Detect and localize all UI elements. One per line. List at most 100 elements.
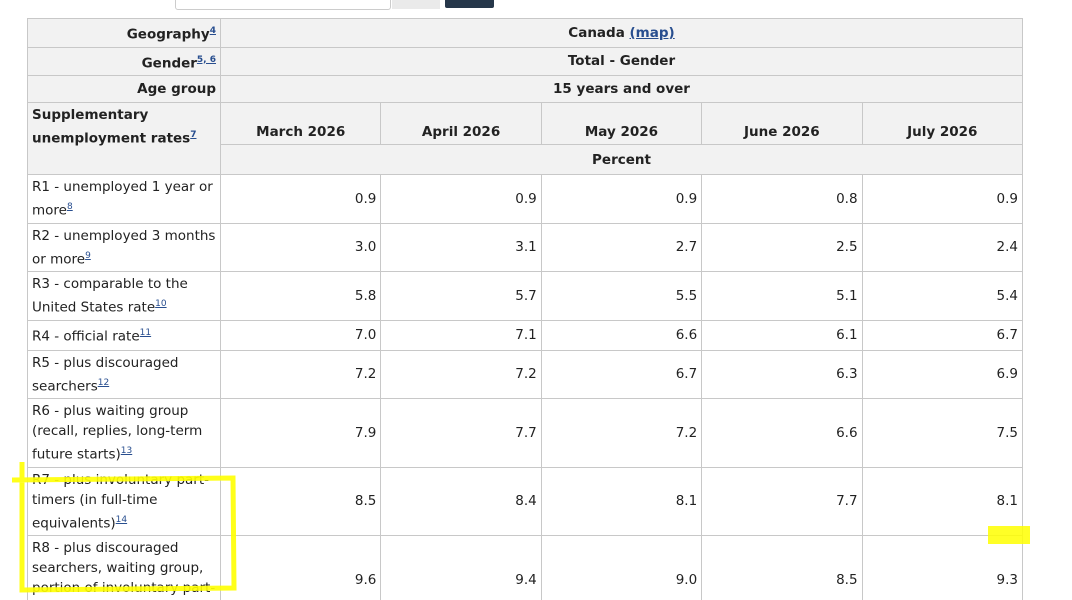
cell-value: 9.4 bbox=[380, 535, 542, 600]
footnote: 7 bbox=[190, 130, 196, 140]
cell-value: 7.9 bbox=[219, 398, 382, 468]
column-header: April 2026 bbox=[380, 102, 542, 145]
label: R5 - plus discouraged searchers bbox=[32, 354, 179, 395]
cell-value: 5.8 bbox=[219, 271, 382, 321]
submit-button[interactable] bbox=[445, 0, 494, 8]
cell-value: 8.5 bbox=[701, 535, 863, 600]
data-table: Geography4 Canada (map) Gender5, 6 Total - … bbox=[27, 18, 1024, 600]
cell-value: 3.0 bbox=[219, 222, 382, 272]
footnote-link[interactable]: 4 bbox=[209, 26, 216, 36]
data-row: R1 - unemployed 1 year or more8 0.9 0.9 0.9… bbox=[27, 174, 1024, 224]
data-row: R4 - official rate11 7.0 7.1 6.6 6.1 6.7 bbox=[27, 319, 1024, 351]
data-row: R3 - comparable to the United States rat… bbox=[27, 271, 1024, 321]
cell-value: 7.0 bbox=[219, 319, 382, 351]
dimension-row: Gender5, 6 Total - Gender bbox=[27, 46, 1023, 76]
data-row: R7 - plus involuntary part-timers (in fu… bbox=[27, 466, 1024, 536]
footnote: 9 bbox=[85, 251, 91, 261]
footnote: 13 bbox=[121, 446, 132, 456]
cell-value: 0.8 bbox=[701, 174, 863, 224]
data-row: R2 - unemployed 3 months or more9 3.0 3.1 2… bbox=[27, 222, 1024, 272]
footnote-link[interactable]: 13 bbox=[120, 446, 133, 456]
row-label: R2 - unemployed 3 months or more9 bbox=[27, 222, 221, 272]
row-label: R5 - plus discouraged searchers12 bbox=[27, 349, 221, 399]
label: R6 - plus waiting group (recall, replies… bbox=[32, 403, 203, 463]
cell-value: 8.1 bbox=[540, 466, 703, 536]
dimension-value: Canada (map) bbox=[220, 18, 1023, 48]
label: Geography bbox=[126, 26, 210, 43]
cell-value: 9.0 bbox=[540, 535, 703, 600]
dimension-label: Geography4 bbox=[27, 18, 221, 48]
cell-value: 6.3 bbox=[701, 349, 863, 399]
column-header: July 2026 bbox=[861, 102, 1024, 145]
cell-value: 5.5 bbox=[540, 271, 703, 321]
cell-value: 2.4 bbox=[861, 222, 1024, 272]
dimension-row: Geography4 Canada (map) bbox=[27, 18, 1023, 48]
row-label: R3 - comparable to the United States rat… bbox=[27, 271, 221, 321]
dimension-label: Gender5, 6 bbox=[27, 46, 221, 76]
cell-value: 0.9 bbox=[380, 174, 542, 224]
data-row: R6 - plus waiting group (recall, replies… bbox=[27, 398, 1024, 468]
cell-value: 2.5 bbox=[701, 222, 863, 272]
cell-value: 7.1 bbox=[380, 319, 542, 351]
map-link[interactable]: (map) bbox=[629, 24, 675, 41]
cell-value: 0.9 bbox=[861, 174, 1024, 224]
row-label: R8 - plus discouraged searchers, waiting… bbox=[27, 535, 221, 600]
cell-value: 5.1 bbox=[701, 271, 863, 321]
cell-value: 5.4 bbox=[861, 271, 1024, 321]
footnote-link[interactable]: 7 bbox=[190, 130, 197, 140]
dimension-value: 15 years and over bbox=[220, 75, 1023, 103]
footnote: 14 bbox=[116, 515, 127, 525]
column-header: June 2026 bbox=[701, 102, 863, 145]
footnote: 5, 6 bbox=[197, 55, 216, 65]
cell-value: 9.6 bbox=[219, 535, 382, 600]
data-row: R5 - plus discouraged searchers12 7.2 7.2 6… bbox=[27, 349, 1024, 399]
cell-value: 6.7 bbox=[540, 349, 703, 399]
unit-row: Percent bbox=[28, 144, 1023, 175]
cell-value: 9.3 bbox=[861, 535, 1024, 600]
value: Canada bbox=[568, 24, 625, 41]
label: R3 - comparable to the United States rat… bbox=[32, 276, 188, 316]
column-header: March 2026 bbox=[219, 102, 382, 145]
cell-value: 8.4 bbox=[380, 466, 542, 536]
value: Total - Gender bbox=[567, 53, 676, 70]
row-label: R7 - plus involuntary part-timers (in fu… bbox=[27, 466, 221, 536]
footnote: 10 bbox=[155, 299, 166, 309]
cell-value: 5.7 bbox=[380, 271, 542, 321]
footnote-link[interactable]: 10 bbox=[155, 299, 167, 309]
label: R2 - unemployed 3 months or more bbox=[32, 227, 216, 268]
cell-value: 8.5 bbox=[219, 466, 382, 536]
cell-value: 7.2 bbox=[380, 349, 542, 399]
cell-value: 7.2 bbox=[219, 349, 382, 399]
label: R8 - plus discouraged searchers, waiting… bbox=[32, 540, 216, 596]
cell-value: 0.9 bbox=[540, 174, 703, 224]
footnote: 12 bbox=[98, 378, 109, 388]
cell-value: 6.9 bbox=[861, 349, 1024, 399]
footnote-link[interactable]: 11 bbox=[139, 328, 152, 339]
value: 15 years and over bbox=[553, 81, 690, 97]
cell-value: 7.2 bbox=[540, 398, 703, 468]
cell-value: 7.7 bbox=[701, 466, 863, 536]
dimension-row: Age group 15 years and over bbox=[27, 75, 1023, 103]
cell-value: 0.9 bbox=[219, 174, 382, 224]
footnote-link[interactable]: 8 bbox=[66, 202, 73, 212]
row-label: R1 - unemployed 1 year or more8 bbox=[27, 174, 221, 224]
cell-value: 8.1 bbox=[861, 466, 1024, 536]
footnote-link[interactable]: 14 bbox=[115, 514, 128, 525]
row-label: R6 - plus waiting group (recall, replies… bbox=[27, 398, 221, 468]
dimension-value: Total - Gender bbox=[220, 46, 1023, 76]
button[interactable] bbox=[392, 0, 440, 9]
stub-header: Supplementary unemployment rates7 bbox=[27, 102, 221, 175]
cell-value: 6.6 bbox=[540, 319, 703, 351]
footnote-link[interactable]: 9 bbox=[85, 250, 91, 261]
search-input[interactable] bbox=[175, 0, 391, 10]
cell-value: 7.7 bbox=[380, 398, 542, 468]
label: R4 - official rate bbox=[32, 328, 140, 345]
cell-value: 6.6 bbox=[701, 398, 863, 468]
footnote: 8 bbox=[67, 202, 73, 212]
footnote-link[interactable]: 12 bbox=[97, 377, 110, 388]
footnote-link[interactable]: 5, 6 bbox=[196, 54, 216, 65]
dimension-label: Age group bbox=[27, 75, 221, 103]
label: Gender bbox=[141, 55, 197, 71]
footnote: 11 bbox=[140, 328, 151, 338]
